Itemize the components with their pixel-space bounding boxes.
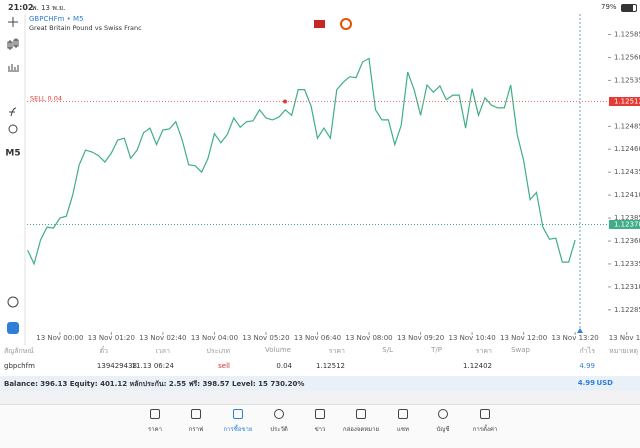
tab-label[interactable]: ประวัติ [270, 426, 288, 433]
sell-marker [283, 99, 287, 104]
spacer [0, 391, 640, 404]
row-ticket: 139429438 [96, 362, 137, 370]
tab-label[interactable]: ข่าว [314, 426, 326, 433]
table-header: Swap [511, 346, 530, 354]
trade-icon[interactable] [340, 18, 352, 30]
y-tick-label: 1.12585 [614, 31, 640, 39]
objects-icon[interactable] [8, 124, 18, 134]
summary-profit: 4.99 [577, 379, 595, 387]
table-header: ราคา [475, 347, 492, 355]
function-icon[interactable] [9, 107, 17, 117]
y-tick-label: 1.12285 [614, 306, 640, 314]
status-battery: 79% [601, 3, 617, 11]
tab-icon[interactable] [274, 409, 284, 419]
indicators-icon[interactable] [8, 64, 19, 72]
table-header: ตั๋ว [99, 347, 108, 355]
tab-label[interactable]: ราคา [148, 426, 162, 433]
summary-text: Balance: 396.13 Equity: 401.12 หลักประกั… [4, 380, 305, 388]
tab-icon[interactable] [150, 409, 160, 419]
symbol[interactable]: GBPCHFm • M5 [29, 15, 84, 23]
status-time: 21:02 [8, 3, 34, 12]
y-tick-label: 1.12485 [614, 122, 640, 130]
x-tick-label: 13 Nov 01:20 [88, 334, 135, 342]
x-tick-label: 13 Nov 06:40 [294, 334, 341, 342]
table-header: เวลา [155, 347, 170, 355]
sell-price-label: 1.12512 [614, 98, 640, 106]
candles-icon[interactable] [7, 38, 19, 50]
tab-label[interactable]: การซื้อขาย [223, 426, 253, 433]
y-tick-label: 1.12410 [614, 191, 640, 199]
symbol-description: Great Britain Pound vs Swiss Franc [29, 24, 142, 32]
y-tick-label: 1.12310 [614, 283, 640, 291]
y-tick-label: 1.12360 [614, 237, 640, 245]
tab-icon[interactable] [398, 409, 408, 419]
app-icon[interactable] [7, 322, 19, 334]
tab-icon[interactable] [191, 409, 201, 419]
y-tick-label: 1.12535 [614, 76, 640, 84]
x-tick-label: 13 Nov 02:40 [139, 334, 186, 342]
battery-icon [621, 4, 637, 12]
row-profit: 4.99 [579, 362, 595, 370]
x-tick-label: 13 Nov 05:20 [242, 334, 289, 342]
row-open-price: 1.12512 [316, 362, 345, 370]
summary-bar [0, 376, 640, 391]
tab-icon[interactable] [356, 409, 366, 419]
tab-icon[interactable] [480, 409, 490, 419]
crosshair-icon[interactable] [8, 17, 18, 27]
tab-label[interactable]: แชท [397, 426, 409, 433]
current-price-box [609, 219, 640, 229]
table-header: สัญลักษณ์ [4, 347, 34, 355]
zoom-icon[interactable] [7, 296, 19, 308]
row-price: 1.12402 [463, 362, 492, 370]
tab-label[interactable]: กราฟ [188, 426, 204, 433]
status-date: พ. 13 พ.ย. [32, 4, 66, 12]
timeframe-button[interactable]: M5 [5, 149, 20, 159]
row-symbol[interactable]: gbpchfm [4, 362, 35, 370]
table-header: ประเภท [206, 347, 230, 355]
table-header: กำไร [579, 347, 595, 355]
current-price-label: 1.12378 [614, 220, 640, 228]
tab-icon[interactable] [233, 409, 243, 419]
table-header: Volume [264, 346, 291, 354]
table-header: ราคา [328, 347, 345, 355]
x-tick-label: 13 Nov 10:40 [448, 334, 495, 342]
y-tick-label: 1.12460 [614, 145, 640, 153]
flag-icon [314, 20, 325, 28]
x-tick-label: 13 Nov 04:00 [191, 334, 238, 342]
tab-icon[interactable] [438, 409, 448, 419]
toolbar-icons [7, 17, 19, 308]
time-marker [577, 328, 583, 333]
x-tick-label: 13 Nov 00:00 [36, 334, 83, 342]
table-header: T/P [431, 346, 442, 354]
x-tick-label: 13 Nov 08:00 [345, 334, 392, 342]
row-type: sell [218, 362, 230, 370]
tab-label[interactable]: การตั้งค่า [472, 426, 498, 433]
price-line [27, 57, 576, 266]
x-tick-label: 13 Nov 14 [609, 334, 640, 342]
row-time: 11.13 06:24 [131, 362, 174, 370]
tab-icon[interactable] [315, 409, 325, 419]
row-volume: 0.04 [276, 362, 292, 370]
y-tick-label: 1.12435 [614, 168, 640, 176]
y-tick-label: 1.12560 [614, 53, 640, 61]
chart: M5 GBPCHFm • M5 Great Britain Pound vs S… [5, 14, 640, 345]
y-tick-label: 1.12385 [614, 214, 640, 222]
y-tick-label: 1.12335 [614, 260, 640, 268]
sell-price-box [609, 97, 640, 107]
tab-label[interactable]: บัญชี [436, 426, 450, 433]
table-header: S/L [382, 346, 393, 354]
x-tick-label: 13 Nov 12:00 [500, 334, 547, 342]
x-tick-label: 13 Nov 09:20 [397, 334, 444, 342]
sell-label: SELL 0.04 [30, 95, 62, 103]
tab-bar [0, 404, 640, 448]
table-header: หมายเหตุ [609, 347, 638, 355]
tab-label[interactable]: กล่องจดหมาย [342, 426, 380, 433]
summary-currency: USD [596, 379, 613, 387]
x-tick-label: 13 Nov 13:20 [552, 334, 599, 342]
